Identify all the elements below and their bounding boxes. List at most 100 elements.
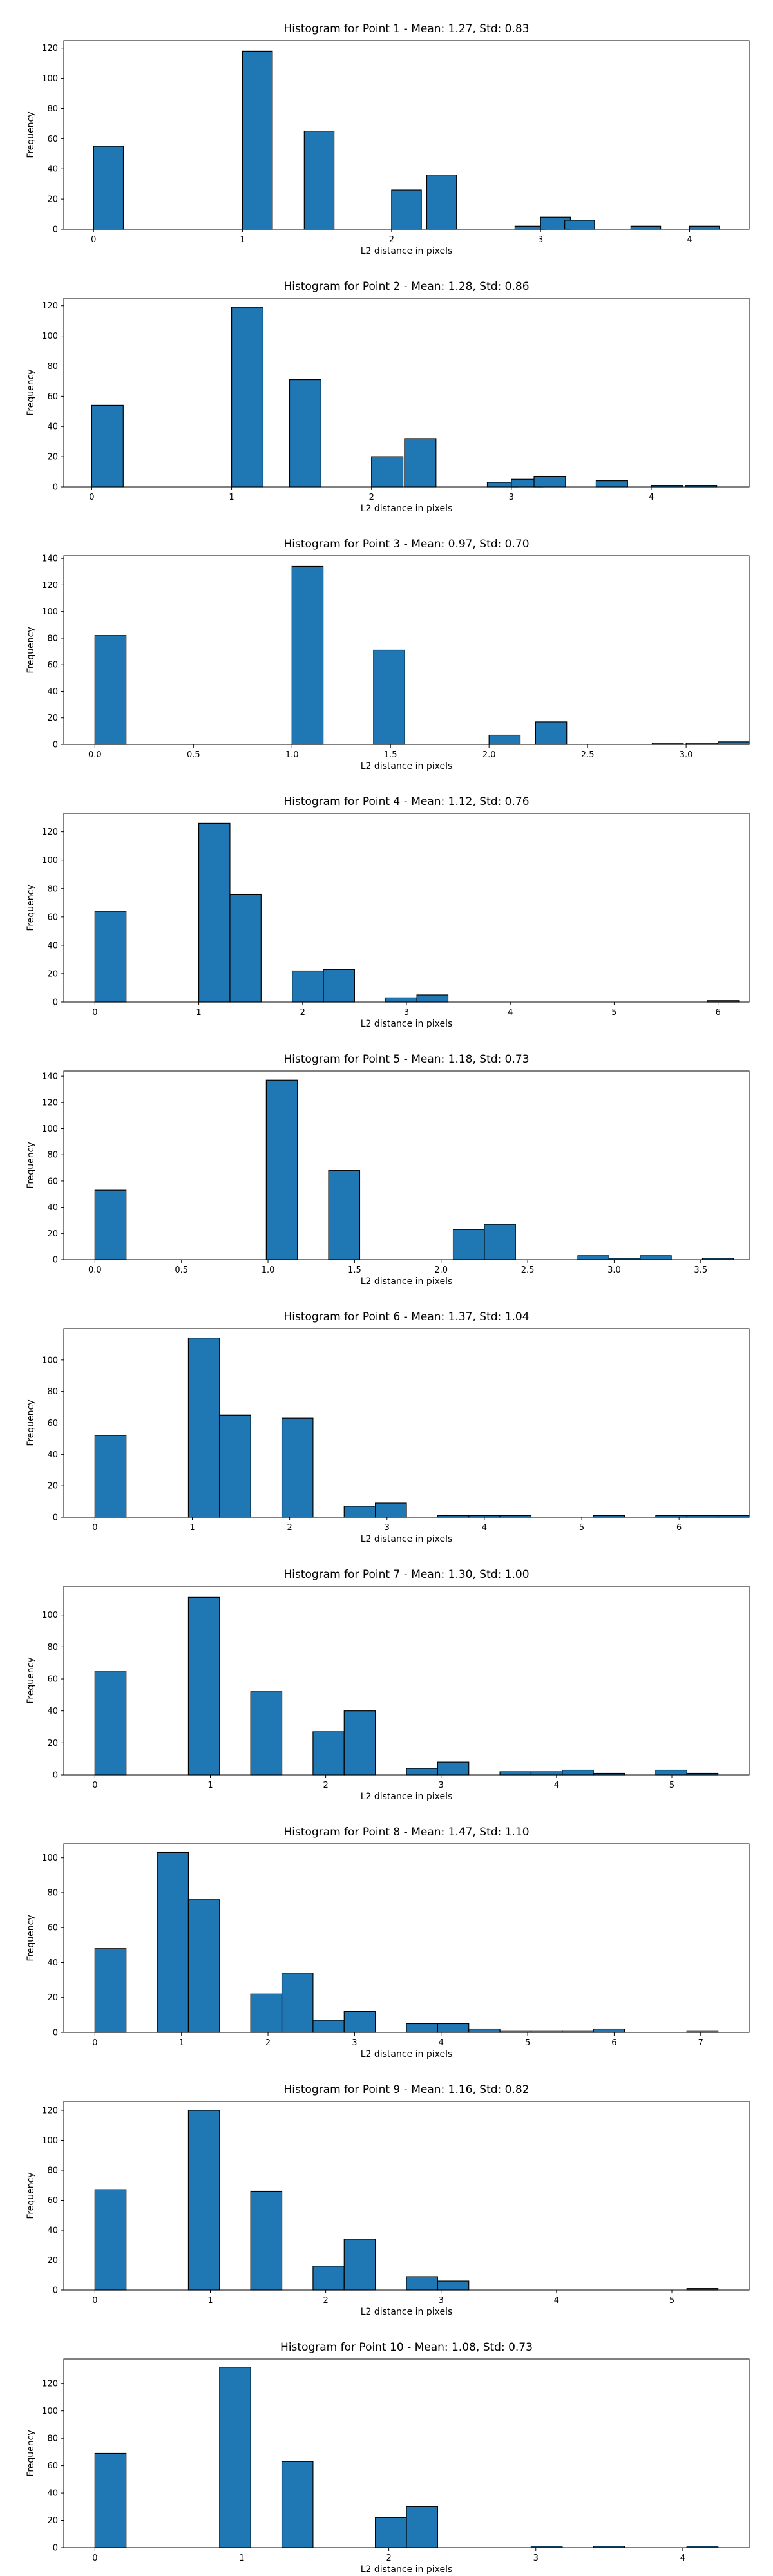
- chart-title: Histogram for Point 2 - Mean: 1.28, Std:…: [283, 280, 529, 293]
- histogram-bar: [292, 970, 324, 1003]
- plot-frame: [63, 1586, 750, 1776]
- x-axis-label: L2 distance in pixels: [361, 2049, 453, 2060]
- x-axis-label: L2 distance in pixels: [361, 1792, 453, 1802]
- y-tick-label: 100: [42, 607, 58, 617]
- histogram-bar: [242, 50, 273, 230]
- y-tick-label: 120: [42, 828, 58, 837]
- y-tick-label: 60: [47, 392, 58, 402]
- y-tick-label: 60: [47, 2196, 58, 2206]
- histogram-bar: [187, 1596, 220, 1776]
- y-tick-label: 40: [47, 1958, 58, 1968]
- histogram-panel-10: Histogram for Point 10 - Mean: 1.08, Std…: [26, 2341, 750, 2575]
- histogram-bars: [94, 1338, 750, 1518]
- y-tick-label: 20: [47, 1739, 58, 1748]
- y-tick-label: 20: [47, 1229, 58, 1239]
- x-tick-label: 4: [554, 1781, 559, 1790]
- histogram-panel-5: Histogram for Point 5 - Mean: 1.18, Std:…: [26, 1053, 750, 1287]
- y-tick-label: 140: [42, 554, 58, 564]
- x-tick-label: 4: [482, 1523, 487, 1533]
- y-tick-label: 0: [53, 1256, 58, 1265]
- y-tick-label: 100: [42, 1853, 58, 1863]
- histogram-bar: [303, 131, 335, 230]
- y-tick-label: 100: [42, 1124, 58, 1134]
- y-axis-label: Frequency: [26, 2430, 36, 2476]
- x-tick-label: 3: [439, 1781, 444, 1790]
- y-tick-label: 80: [47, 1387, 58, 1397]
- y-tick-label: 80: [47, 2434, 58, 2444]
- x-tick-label: 4: [687, 235, 692, 245]
- x-axis-label: L2 distance in pixels: [361, 1534, 453, 1544]
- histogram-bar: [281, 1973, 314, 2033]
- y-tick-label: 80: [47, 1151, 58, 1160]
- x-tick-label: 3: [533, 2553, 539, 2563]
- y-tick-label: 0: [53, 2544, 58, 2553]
- chart-title: Histogram for Point 3 - Mean: 0.97, Std:…: [283, 538, 529, 551]
- y-tick-label: 0: [53, 1771, 58, 1781]
- y-axis-label: Frequency: [26, 1399, 36, 1446]
- histogram-bar: [437, 1761, 470, 1776]
- x-tick-label: 1.0: [262, 1265, 275, 1275]
- x-tick-label: 3.0: [680, 750, 693, 760]
- y-tick-label: 60: [47, 913, 58, 922]
- y-tick-label: 100: [42, 2136, 58, 2146]
- x-tick-label: 4: [508, 1008, 513, 1018]
- x-tick-label: 3: [352, 2038, 357, 2048]
- plot-frame: [63, 1328, 750, 1518]
- y-tick-label: 20: [47, 195, 58, 205]
- y-tick-label: 120: [42, 1098, 58, 1108]
- histogram-bar: [289, 379, 321, 488]
- x-tick-label: 5: [525, 2038, 530, 2048]
- x-tick-label: 0.5: [187, 750, 200, 760]
- y-tick-label: 60: [47, 1177, 58, 1186]
- x-tick-label: 2: [323, 1781, 328, 1790]
- x-tick-label: 1: [229, 493, 234, 502]
- y-axis-label: Frequency: [26, 1915, 36, 1961]
- x-tick-label: 2: [323, 2296, 328, 2306]
- y-tick-label: 40: [47, 1203, 58, 1213]
- y-tick-label: 40: [47, 1450, 58, 1460]
- histogram-bar: [404, 438, 437, 488]
- x-tick-label: 2: [265, 2038, 271, 2048]
- histogram-panel-8: Histogram for Point 8 - Mean: 1.47, Std:…: [26, 1826, 750, 2060]
- y-tick-label: 80: [47, 362, 58, 372]
- x-tick-label: 0: [92, 1781, 97, 1790]
- histogram-bars: [94, 565, 750, 745]
- histogram-bar: [630, 225, 662, 230]
- x-tick-label: 0: [89, 493, 94, 502]
- y-axis-label: Frequency: [26, 1657, 36, 1703]
- histogram-bar: [343, 1710, 376, 1776]
- y-tick-label: 100: [42, 1356, 58, 1365]
- chart-title: Histogram for Point 9 - Mean: 1.16, Std:…: [283, 2083, 529, 2096]
- histogram-bars: [91, 307, 718, 488]
- y-tick-label: 60: [47, 135, 58, 144]
- y-tick-label: 40: [47, 2226, 58, 2235]
- y-tick-label: 40: [47, 2489, 58, 2499]
- histogram-bar: [265, 1079, 298, 1260]
- y-tick-label: 60: [47, 1675, 58, 1685]
- y-axis-label: Frequency: [26, 1142, 36, 1188]
- histogram-bar: [312, 1731, 345, 1776]
- histogram-bars: [93, 50, 720, 230]
- x-tick-label: 0: [91, 235, 96, 245]
- histogram-bar: [187, 1338, 220, 1518]
- histogram-panel-3: Histogram for Point 3 - Mean: 0.97, Std:…: [26, 538, 750, 772]
- y-tick-label: 0: [53, 2286, 58, 2296]
- x-tick-label: 2: [287, 1523, 292, 1533]
- x-tick-label: 0: [92, 1523, 97, 1533]
- histogram-bar: [406, 1768, 438, 1776]
- histogram-bars: [94, 1852, 719, 2033]
- x-tick-label: 5: [579, 1523, 584, 1533]
- histogram-bar: [385, 997, 417, 1003]
- x-axis-label: L2 distance in pixels: [361, 1276, 453, 1287]
- x-axis-label: L2 distance in pixels: [361, 2564, 453, 2575]
- histogram-bar: [689, 225, 720, 230]
- x-tick-label: 2: [386, 2553, 391, 2563]
- histogram-bar: [157, 1852, 189, 2033]
- y-tick-label: 120: [42, 2380, 58, 2389]
- histogram-panel-7: Histogram for Point 7 - Mean: 1.30, Std:…: [26, 1568, 750, 1802]
- y-tick-label: 60: [47, 661, 58, 670]
- y-tick-label: 80: [47, 104, 58, 114]
- chart-title: Histogram for Point 8 - Mean: 1.47, Std:…: [283, 1826, 529, 1839]
- histogram-bar: [328, 1170, 361, 1260]
- histogram-bar: [94, 1189, 127, 1260]
